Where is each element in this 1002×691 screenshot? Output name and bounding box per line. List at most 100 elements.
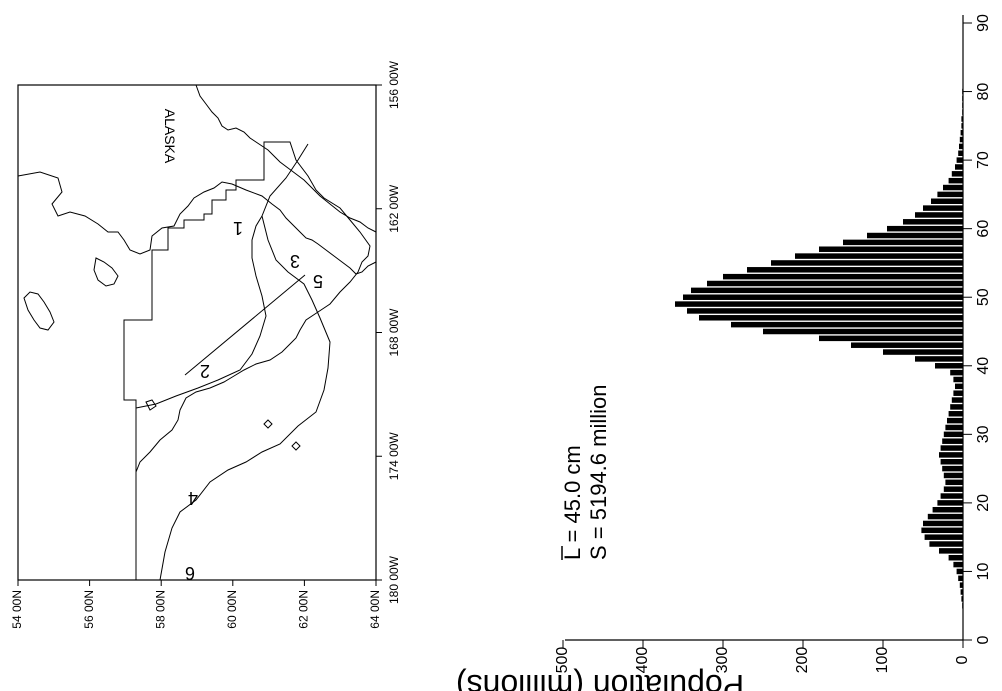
bar: [937, 191, 963, 198]
bar: [953, 390, 963, 396]
bar: [795, 253, 963, 259]
bar: [929, 541, 963, 547]
bars-group: [675, 88, 963, 609]
x-tick-label: 40: [975, 357, 992, 375]
bar: [948, 554, 963, 561]
bar: [687, 308, 963, 314]
y-tick-label: 500: [554, 647, 571, 674]
y-tick-label: 300: [714, 647, 731, 674]
bar: [953, 561, 963, 568]
bar: [960, 129, 963, 136]
map-panel: 1 2 3 4 5 6 ALASKA 54 00N 56 00N 58 00N 60 …: [10, 60, 401, 628]
bar: [867, 232, 963, 239]
bar: [723, 273, 963, 280]
bar: [943, 431, 963, 438]
stratum-boundary-100m: [135, 215, 267, 409]
stratum-4-label: 4: [188, 488, 198, 508]
bar: [951, 397, 963, 403]
x-tick-label: 10: [975, 562, 992, 580]
bar: [747, 267, 963, 273]
bar: [939, 452, 963, 458]
bar: [945, 479, 963, 486]
bar: [962, 88, 963, 95]
lon-tick-label: 168 00W: [387, 308, 401, 357]
bar: [962, 602, 963, 609]
bar: [939, 548, 963, 554]
bar: [942, 438, 963, 444]
bar: [843, 239, 963, 246]
x-tick-label: 0: [975, 635, 992, 644]
bar: [903, 219, 963, 225]
bar: [675, 301, 963, 307]
alaska-coastline: [17, 171, 377, 275]
y-tick-label: 0: [954, 655, 971, 664]
bar: [763, 328, 963, 335]
y-tick-label: 400: [634, 647, 651, 674]
stratum-6-label: 6: [185, 563, 195, 583]
longitude-axis: 180 00W 174 00W 168 00W 162 00W 156 00W: [376, 60, 401, 604]
bar: [937, 500, 963, 506]
lat-tick-label: 64 00N: [368, 590, 382, 629]
pribilof-islands: [263, 419, 301, 451]
bar: [940, 445, 963, 451]
bar: [958, 575, 963, 582]
bar: [950, 369, 963, 376]
mean-length-text: L = 45.0 cm: [560, 445, 585, 560]
bar: [887, 225, 963, 232]
bar: [940, 459, 963, 465]
bar: [932, 507, 963, 513]
survey-area-outline: [123, 141, 371, 580]
bar: [915, 212, 963, 218]
bar: [953, 376, 963, 383]
y-axis-ticks: 0 100 200 300 400 500: [554, 640, 971, 673]
lon-tick-label: 162 00W: [387, 184, 401, 233]
bar: [961, 123, 963, 129]
length-frequency-histogram: 0 10 20 30 40 50 60 70 80 90 0 100 200 300 400 500 Pop…: [456, 14, 992, 691]
x-tick-label: 70: [975, 151, 992, 169]
stats-annotation: L = 45.0 cm S = 5194.6 million: [560, 385, 611, 561]
st-lawrence-island: [23, 291, 55, 331]
st-matthew-island: [145, 399, 157, 411]
lat-tick-label: 56 00N: [82, 590, 96, 629]
bar: [960, 589, 963, 595]
bar: [948, 177, 963, 184]
bar: [707, 280, 963, 287]
bar: [959, 582, 963, 588]
bar: [771, 260, 963, 266]
bar: [924, 534, 963, 540]
x-tick-label: 20: [975, 494, 992, 512]
bar: [691, 287, 963, 294]
bar: [921, 527, 963, 534]
alaska-label: ALASKA: [162, 109, 178, 164]
bar: [955, 164, 963, 170]
bar: [931, 198, 963, 204]
bar: [958, 150, 963, 156]
lat-tick-label: 58 00N: [153, 590, 167, 629]
lat-tick-label: 54 00N: [10, 590, 24, 629]
stratum-1-label: 1: [233, 218, 243, 238]
bar: [951, 171, 963, 177]
bar: [731, 321, 963, 328]
x-tick-label: 80: [975, 83, 992, 101]
bar: [950, 404, 963, 410]
bar: [940, 493, 963, 499]
total-population-text: S = 5194.6 million: [586, 385, 611, 561]
lon-tick-label: 156 00W: [387, 60, 401, 109]
bar: [955, 383, 963, 390]
stratum-divider-line: [184, 274, 306, 376]
bar: [956, 568, 963, 575]
lat-tick-label: 62 00N: [297, 590, 311, 629]
bar: [943, 184, 963, 191]
bar: [962, 95, 963, 102]
bar: [959, 136, 963, 143]
stratum-5-label: 5: [313, 271, 323, 291]
bar: [942, 465, 963, 472]
bar: [943, 472, 963, 479]
x-tick-label: 60: [975, 220, 992, 238]
bar: [923, 520, 963, 527]
bar: [961, 596, 963, 602]
bar: [683, 294, 963, 300]
bar: [961, 116, 963, 122]
stratum-boundary-50m: [159, 143, 331, 581]
x-axis-ticks: 0 10 20 30 40 50 60 70 80 90: [963, 14, 992, 644]
